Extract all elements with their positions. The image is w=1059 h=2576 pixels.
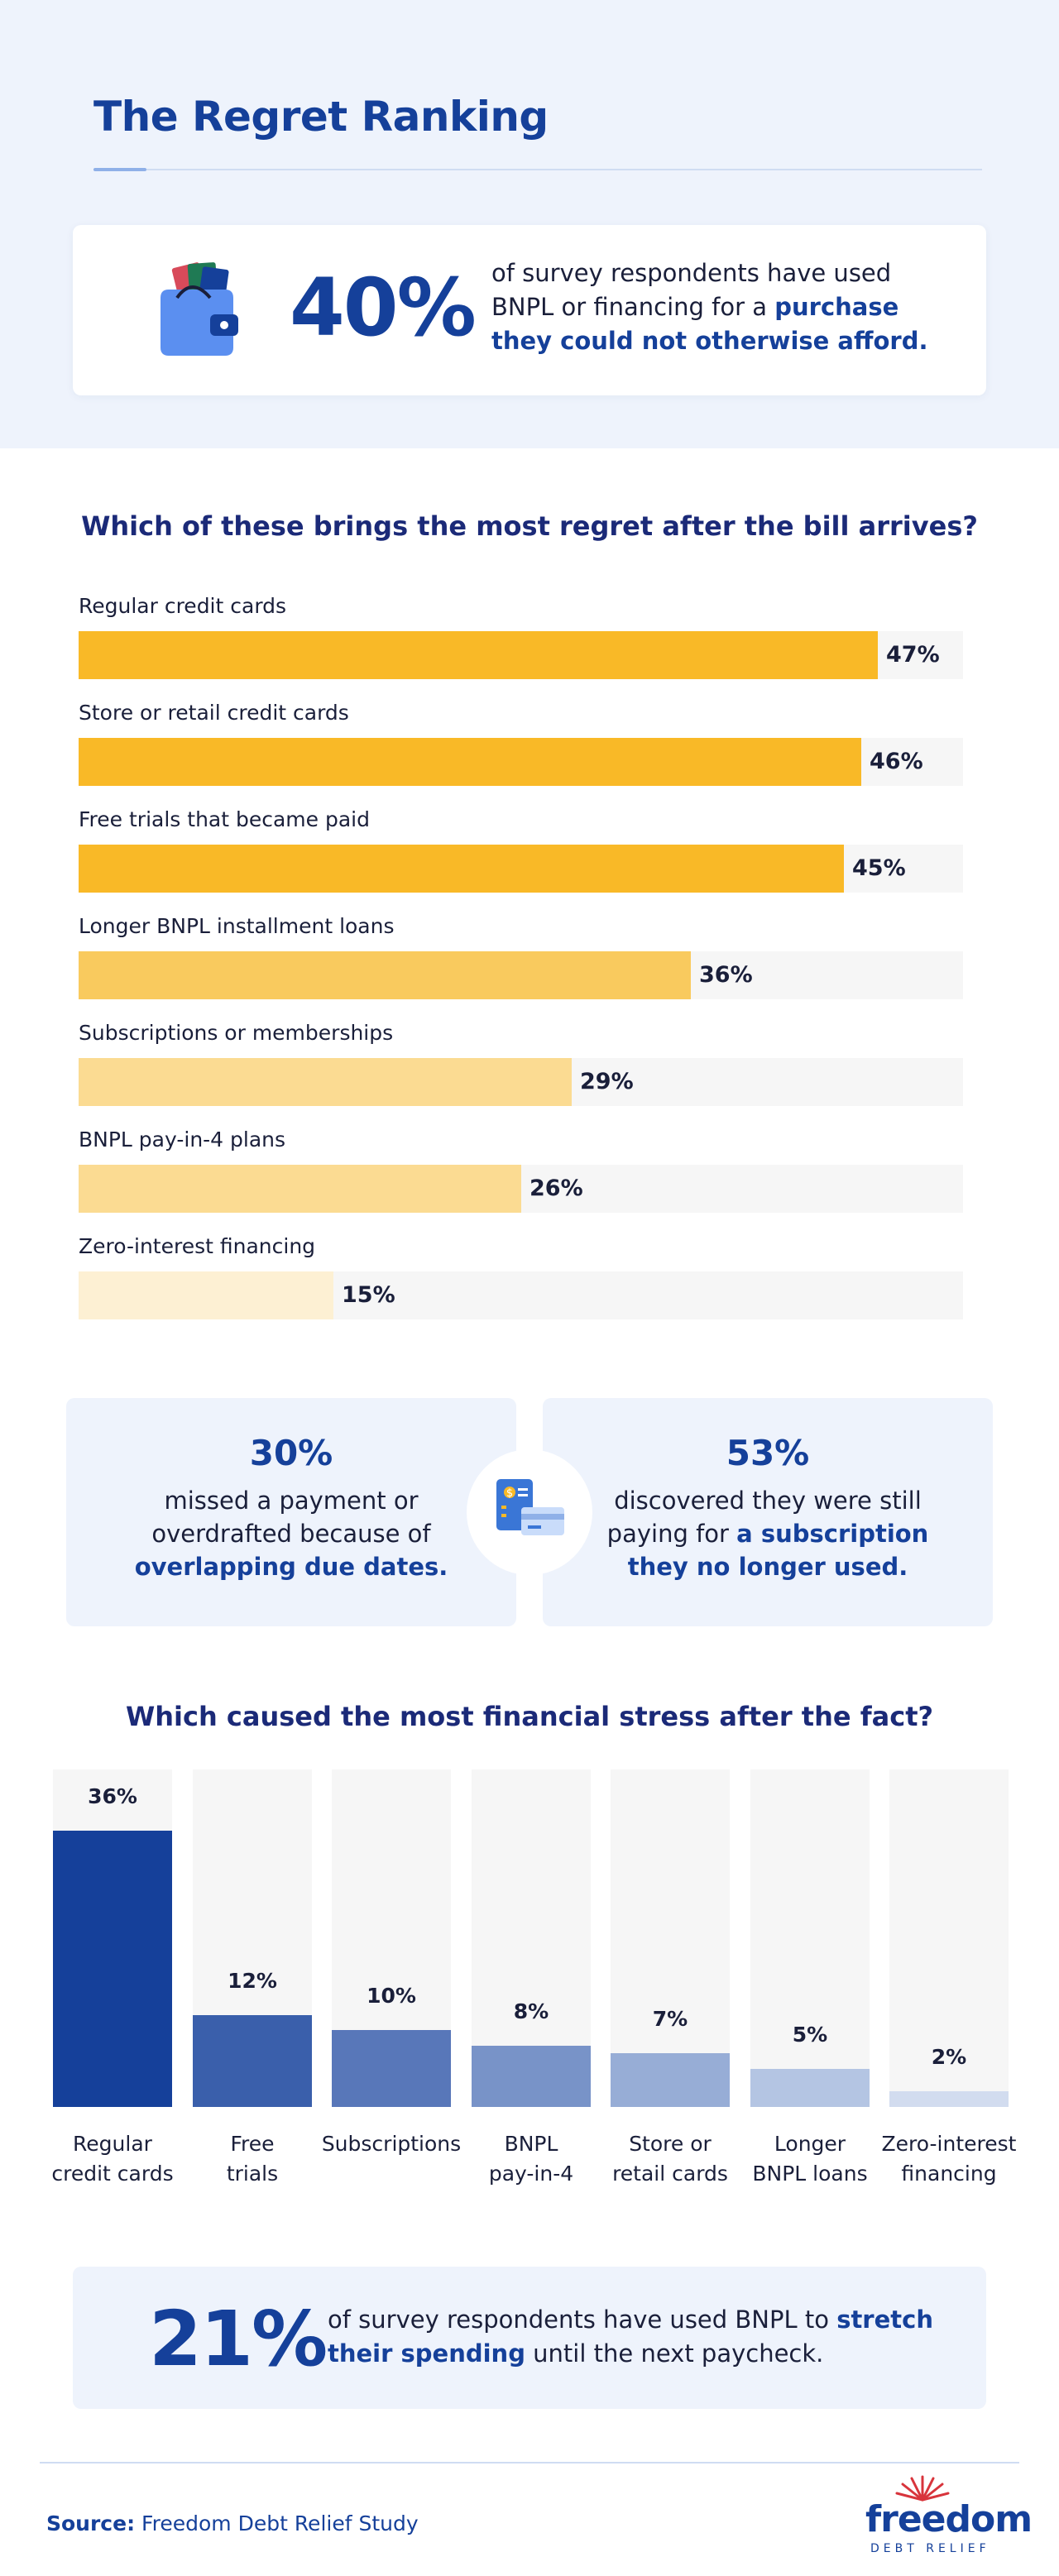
vbar-track: 36% <box>53 1769 172 2107</box>
hbar-category-label: Longer BNPL installment loans <box>79 914 395 938</box>
vbar-track: 12% <box>193 1769 312 2107</box>
stat-53-text: discovered they were still paying for a … <box>543 1484 993 1583</box>
source-text: Freedom Debt Relief Study <box>141 2511 419 2535</box>
stat-30-text: missed a payment or overdrafted because … <box>66 1484 516 1583</box>
stat-30-text-highlight: overlapping due dates. <box>134 1553 448 1581</box>
hbar-value-label: 26% <box>530 1175 583 1201</box>
sun-rays-icon <box>895 2475 950 2502</box>
vbar-track: 8% <box>472 1769 591 2107</box>
vbar-category-label: Longer BNPL loans <box>752 2132 868 2186</box>
vbar-bar <box>472 2046 591 2107</box>
hbar-track: 45% <box>79 845 963 893</box>
stat-21-text-tail: until the next paycheck. <box>525 2339 824 2368</box>
stat-card-21: 21% of survey respondents have used BNPL… <box>73 2267 986 2409</box>
vbar-track: 7% <box>611 1769 730 2107</box>
stat-21-percent: 21% <box>149 2295 328 2383</box>
stat-30-text-plain: missed a payment or overdrafted because … <box>151 1487 431 1548</box>
stat-53-text-plain: discovered they were still paying for <box>606 1487 922 1548</box>
vbar-category-label: Free trials <box>226 2132 279 2186</box>
vbar-bar <box>332 2030 451 2107</box>
hbar-track: 29% <box>79 1058 963 1106</box>
stat-card-53: 53% discovered they were still paying fo… <box>543 1398 993 1626</box>
vbar-value-label: 7% <box>652 2007 688 2031</box>
vbar-category-label: Zero-interest financing <box>881 2132 1017 2186</box>
hbar-category-label: Subscriptions or memberships <box>79 1021 394 1045</box>
vbar-bar <box>611 2053 730 2107</box>
stat-21-text-highlight: stretch their spending <box>328 2305 933 2368</box>
stat-21-text-plain: of survey respondents have used BNPL to <box>328 2305 837 2334</box>
vbar-value-label: 2% <box>931 2045 967 2069</box>
title-divider-accent <box>93 168 146 171</box>
logo-wordmark: freedom <box>865 2498 1033 2540</box>
vbar-category-label: Subscriptions <box>321 2132 462 2156</box>
vbar-category-label: Store or retail cards <box>612 2132 728 2186</box>
vbar-bar <box>750 2069 870 2107</box>
stat-30-percent: 30% <box>249 1433 333 1473</box>
footer-divider <box>40 2462 1019 2463</box>
hbar-value-label: 47% <box>886 642 940 668</box>
hbar-value-label: 36% <box>699 962 753 988</box>
vbar-value-label: 36% <box>88 1784 137 1808</box>
bill-card-icon: $ <box>496 1479 564 1535</box>
hbar-category-label: Regular credit cards <box>79 594 287 618</box>
stat-card-30: 30% missed a payment or overdrafted beca… <box>66 1398 516 1626</box>
page-title: The Regret Ranking <box>93 93 549 141</box>
stat-card-40: 40% of survey respondents have used BNPL… <box>73 225 986 395</box>
stat-40-text-plain: of survey respondents have used BNPL or … <box>491 259 892 321</box>
vbar-value-label: 5% <box>792 2023 828 2047</box>
hbar-category-label: BNPL pay-in-4 plans <box>79 1128 286 1152</box>
title-divider <box>93 169 982 170</box>
hbar-bar <box>79 1165 521 1213</box>
hbar-track: 46% <box>79 738 963 786</box>
hbar-bar <box>79 951 691 999</box>
hbar-value-label: 46% <box>870 749 923 774</box>
hbar-value-label: 29% <box>580 1069 634 1094</box>
vbar-bar <box>889 2091 1009 2107</box>
bill-card-icon-circle: $ <box>467 1449 592 1575</box>
hbar-bar <box>79 845 844 893</box>
stat-53-text-highlight: a subscription they no longer used. <box>627 1520 929 1581</box>
vbar-value-label: 10% <box>367 1984 416 2008</box>
vbar-track: 10% <box>332 1769 451 2107</box>
vbar-value-label: 8% <box>513 1999 549 2023</box>
hbar-bar <box>79 738 861 786</box>
hbar-value-label: 45% <box>852 855 906 881</box>
source-label: Source: <box>46 2511 136 2535</box>
vbar-category-label: Regular credit cards <box>51 2132 174 2186</box>
stat-21-text: of survey respondents have used BNPL to … <box>328 2303 956 2371</box>
hbar-category-label: Zero-interest financing <box>79 1234 316 1258</box>
vbar-track: 2% <box>889 1769 1009 2107</box>
hbar-bar <box>79 1271 333 1319</box>
vbar-bar <box>193 2015 312 2107</box>
hbar-track: 36% <box>79 951 963 999</box>
hbar-category-label: Free trials that became paid <box>79 807 370 831</box>
wallet-icon <box>161 262 238 356</box>
hbar-value-label: 15% <box>342 1282 395 1308</box>
stat-40-text-highlight: purchase they could not otherwise afford… <box>491 293 928 355</box>
vbar-track: 5% <box>750 1769 870 2107</box>
svg-text:$: $ <box>506 1487 513 1500</box>
hbar-category-label: Store or retail credit cards <box>79 701 349 725</box>
section-question-regret: Which of these brings the most regret af… <box>81 510 978 542</box>
logo-subtitle: DEBT RELIEF <box>870 2542 990 2555</box>
stat-40-text: of survey respondents have used BNPL or … <box>491 256 938 358</box>
vbar-bar <box>53 1831 172 2107</box>
hbar-track: 15% <box>79 1271 963 1319</box>
hbar-bar <box>79 631 878 679</box>
hbar-track: 26% <box>79 1165 963 1213</box>
stat-40-percent: 40% <box>290 261 477 354</box>
hbar-track: 47% <box>79 631 963 679</box>
hbar-bar <box>79 1058 572 1106</box>
vbar-value-label: 12% <box>228 1969 277 1993</box>
section-question-stress: Which caused the most financial stress a… <box>125 1701 934 1732</box>
stat-53-percent: 53% <box>726 1433 810 1473</box>
vbar-category-label: BNPL pay-in-4 <box>488 2132 574 2186</box>
source-line: Source: Freedom Debt Relief Study <box>46 2511 419 2535</box>
